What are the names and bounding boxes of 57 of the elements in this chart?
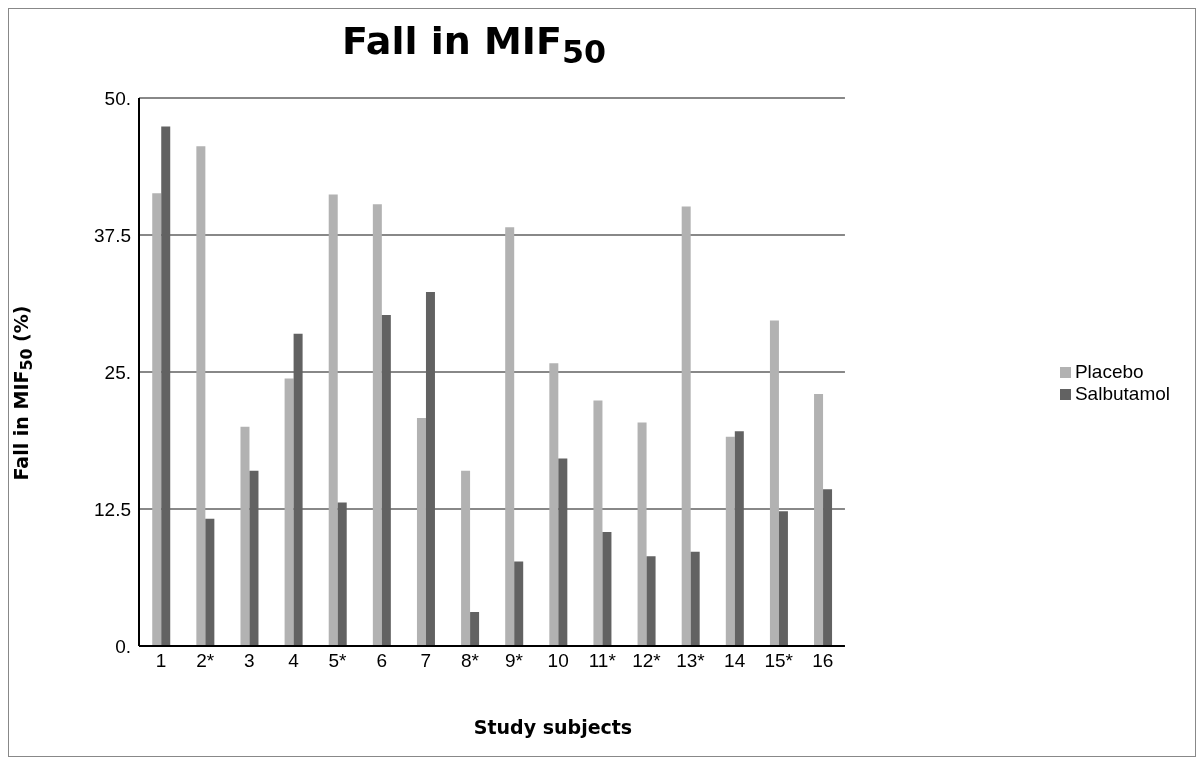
bar: [769, 320, 779, 646]
x-tick-label: 9*: [505, 650, 524, 672]
bar: [814, 393, 824, 646]
bar: [328, 194, 338, 646]
x-tick-label: 7: [420, 650, 432, 672]
bar: [284, 378, 294, 646]
x-tick-label: 1: [155, 650, 167, 672]
x-tick-label: 10: [547, 650, 569, 672]
y-tick-label: 12.5: [94, 498, 131, 520]
bar: [381, 315, 391, 646]
bar: [161, 126, 171, 646]
x-tick-label: 15*: [764, 650, 794, 672]
bar: [372, 204, 382, 646]
bar: [240, 426, 250, 646]
x-tick-label: 5*: [328, 650, 348, 672]
bar: [681, 206, 691, 646]
x-tick-label: 3: [244, 650, 255, 672]
x-tick-label: 2*: [196, 650, 215, 672]
y-tick-label: 37.5: [94, 224, 131, 246]
bar: [416, 418, 426, 646]
legend-label: Placebo: [1074, 360, 1144, 382]
bar: [558, 458, 568, 646]
x-tick-label: 16: [812, 650, 834, 672]
bar: [461, 470, 471, 646]
bar: [549, 363, 559, 646]
bar: [337, 502, 347, 646]
bar: [734, 431, 744, 646]
x-tick-label: 8*: [460, 650, 480, 672]
x-axis-title: Study subjects: [472, 716, 634, 738]
y-tick-label: 0.: [115, 635, 131, 657]
bar: [249, 470, 259, 646]
bar: [505, 227, 515, 646]
y-tick-label: 25.: [104, 361, 131, 383]
x-tick-label: 13*: [676, 650, 706, 672]
bar: [470, 612, 480, 646]
x-tick-label: 6: [376, 650, 387, 672]
bar: [637, 422, 647, 646]
bar: [690, 551, 700, 646]
bar: [778, 511, 788, 646]
x-tick-label: 12*: [632, 650, 662, 672]
y-tick-label: 50.: [104, 87, 131, 109]
bar: [593, 400, 603, 646]
x-tick-label: 14: [724, 650, 746, 672]
bar: [514, 561, 524, 646]
bar: [425, 291, 435, 646]
bar: [823, 489, 833, 646]
bar: [152, 193, 162, 646]
bar: [205, 518, 215, 646]
bar: [293, 333, 303, 646]
bar: [646, 556, 656, 646]
bar: [196, 146, 206, 646]
chart-title: Fall in MIF$_{50}$: [341, 19, 607, 70]
x-tick-label: 4: [288, 650, 300, 672]
bar: [725, 436, 735, 646]
x-tick-label: 11*: [588, 650, 617, 672]
bar: [602, 532, 612, 646]
legend-label: Salbutamol: [1074, 382, 1170, 404]
